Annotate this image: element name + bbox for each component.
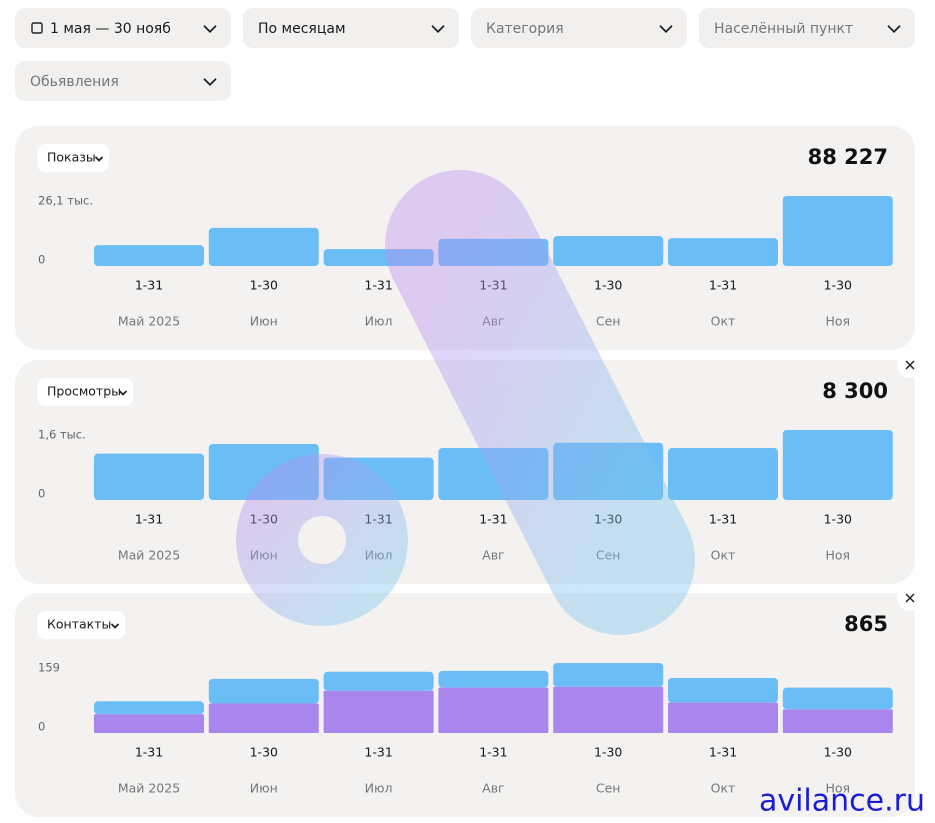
x-month-label: Июл [365, 781, 393, 796]
metric-label: Просмотры [47, 384, 121, 399]
bar [323, 690, 434, 733]
x-month-label: Май 2025 [118, 781, 180, 796]
x-day-label: 1-30 [824, 512, 852, 527]
x-month-label: Сен [596, 781, 621, 796]
x-day-label: 1-31 [709, 278, 737, 293]
filter-label: По месяцам [258, 21, 346, 37]
chevron-icon [203, 25, 217, 34]
bar [782, 430, 893, 500]
y-tick-label: 159 [38, 661, 60, 675]
metric-total: 88 227 [808, 145, 888, 169]
metric-label: Контакты [47, 617, 111, 632]
bar [94, 701, 204, 715]
chevron-icon [111, 623, 119, 629]
bar [782, 687, 893, 710]
chevron-icon [887, 25, 901, 34]
x-month-label: Авг [482, 781, 505, 796]
bar [782, 709, 893, 733]
x-day-label: 1-31 [364, 745, 392, 760]
x-month-label: Июн [250, 781, 278, 796]
y-tick-label: 0 [38, 487, 45, 501]
metric-selector[interactable] [37, 378, 133, 406]
y-tick-label: 0 [38, 253, 45, 267]
bar [438, 687, 549, 733]
bar [668, 238, 778, 266]
chevron-icon [659, 25, 673, 34]
chevron-icon [119, 390, 127, 396]
bar [668, 447, 778, 500]
filter-label: 1 мая — 30 нояб [50, 21, 171, 37]
y-tick-label: 0 [38, 720, 45, 734]
x-month-label: Ноя [826, 548, 851, 563]
x-day-label: 1-31 [479, 745, 507, 760]
x-day-label: 1-30 [824, 745, 852, 760]
x-month-label: Июн [250, 314, 278, 329]
filter-dropdown[interactable] [699, 8, 915, 48]
bar [553, 663, 664, 687]
y-tick-label: 1,6 тыс. [38, 428, 86, 442]
bar [94, 245, 204, 266]
x-day-label: 1-30 [594, 745, 622, 760]
x-day-label: 1-30 [824, 278, 852, 293]
bar [782, 196, 893, 266]
metric-total: 8 300 [822, 379, 888, 403]
x-month-label: Окт [711, 314, 736, 329]
close-icon [905, 360, 915, 370]
bar [668, 702, 778, 733]
filter-dropdown[interactable] [15, 61, 231, 101]
filter-label: Обьявления [30, 74, 119, 90]
calendar-icon [31, 22, 43, 34]
x-month-label: Ноя [826, 314, 851, 329]
bar [208, 703, 319, 733]
x-day-label: 1-30 [250, 745, 278, 760]
bar [553, 686, 664, 733]
x-month-label: Май 2025 [118, 548, 180, 563]
x-day-label: 1-31 [479, 512, 507, 527]
x-day-label: 1-31 [709, 745, 737, 760]
x-month-label: Июл [365, 314, 393, 329]
metric-total: 865 [844, 612, 888, 636]
bar [553, 235, 664, 266]
chevron-icon [431, 25, 445, 34]
x-day-label: 1-31 [364, 278, 392, 293]
x-day-label: 1-30 [250, 278, 278, 293]
filter-dropdown[interactable] [15, 8, 231, 48]
filter-label: Населённый пункт [714, 21, 853, 37]
bar [668, 677, 778, 703]
y-tick-label: 26,1 тыс. [38, 194, 93, 208]
x-month-label: Сен [596, 314, 621, 329]
x-month-label: Авг [482, 548, 505, 563]
watermark-logo [236, 170, 695, 635]
bar [94, 453, 204, 500]
bar [208, 227, 319, 266]
x-month-label: Окт [711, 781, 736, 796]
x-day-label: 1-31 [135, 278, 163, 293]
x-month-label: Май 2025 [118, 314, 180, 329]
filter-label: Категория [486, 21, 564, 37]
x-month-label: Окт [711, 548, 736, 563]
filter-dropdown[interactable] [471, 8, 687, 48]
metric-selector[interactable] [37, 144, 109, 172]
x-day-label: 1-31 [135, 745, 163, 760]
x-day-label: 1-31 [135, 512, 163, 527]
x-day-label: 1-31 [709, 512, 737, 527]
chevron-icon [95, 156, 103, 162]
watermark-text: avilance.ru [759, 784, 925, 819]
bar [94, 714, 204, 733]
close-icon [905, 593, 915, 603]
bar [208, 678, 319, 704]
metric-label: Показы [47, 150, 96, 165]
bar [323, 671, 434, 691]
x-month-label: Ноя [826, 781, 851, 796]
metric-selector[interactable] [37, 611, 125, 639]
chevron-icon [203, 78, 217, 87]
bar [438, 670, 549, 688]
x-day-label: 1-30 [594, 278, 622, 293]
filter-dropdown[interactable] [243, 8, 459, 48]
